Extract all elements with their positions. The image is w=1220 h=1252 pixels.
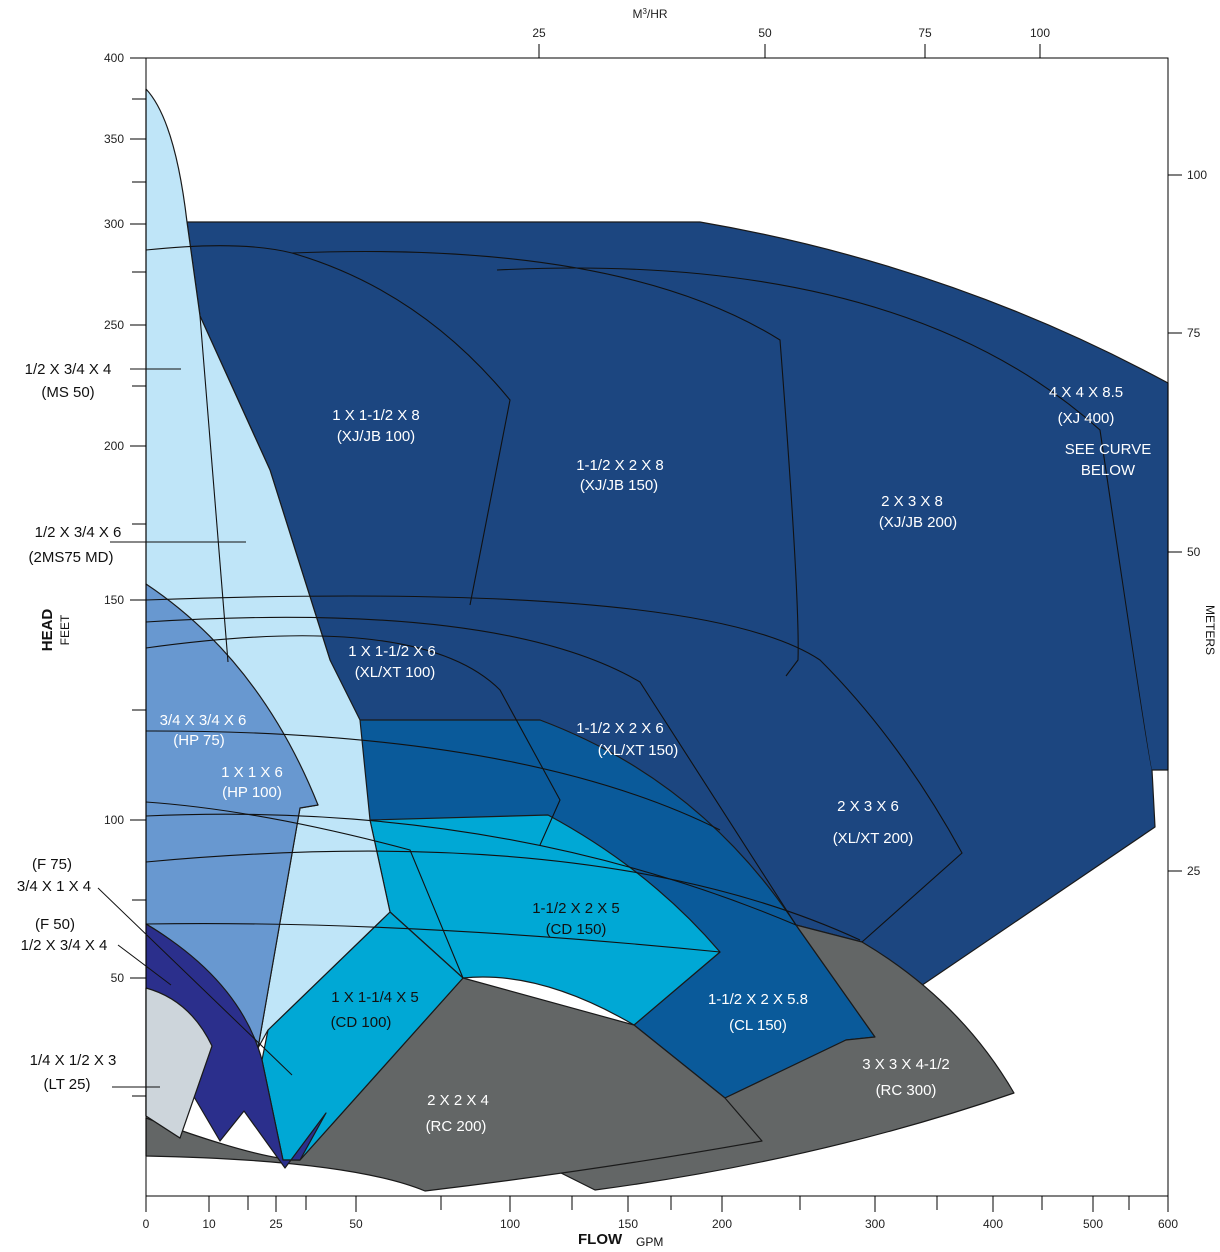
region-labels: 4 X 4 X 8.5 (XJ 400) SEE CURVE BELOW 2 X…	[160, 384, 1152, 1135]
label-ms50-size: 1/2 X 3/4 X 4	[25, 361, 112, 378]
label-4x4x8.5: 4 X 4 X 8.5	[1049, 384, 1123, 401]
label-1x1.5x6: 1 X 1-1/2 X 6	[348, 643, 436, 660]
label-below: BELOW	[1081, 462, 1136, 479]
y-tick-label: 200	[104, 439, 124, 453]
top-axis-label: M3/HR	[632, 7, 667, 21]
y-axis-label: HEAD	[39, 609, 56, 652]
label-lt25-size: 1/4 X 1/2 X 3	[30, 1052, 117, 1069]
region-rc200	[145, 977, 763, 1192]
label-ms50: (MS 50)	[41, 384, 94, 401]
label-xjjb200: (XJ/JB 200)	[879, 514, 957, 531]
label-1x1.25x5: 1 X 1-1/4 X 5	[331, 989, 419, 1006]
label-xjjb100: (XJ/JB 100)	[337, 428, 415, 445]
x-tick-label: 150	[618, 1217, 638, 1231]
region-lt	[145, 987, 213, 1139]
label-hp100: (HP 100)	[222, 784, 282, 801]
top-tick-label: 25	[532, 26, 546, 40]
right-tick-label: 100	[1187, 168, 1207, 182]
label-rc300: (RC 300)	[876, 1082, 937, 1099]
y-tick-label: 100	[104, 813, 124, 827]
label-1.5x2x5: 1-1/2 X 2 X 5	[532, 900, 620, 917]
label-2x3x6: 2 X 3 X 6	[837, 798, 899, 815]
label-f50-size: 1/2 X 3/4 X 4	[21, 937, 108, 954]
y-tick-label: 250	[104, 318, 124, 332]
plot-frame	[145, 57, 1169, 1197]
label-f75-size: 3/4 X 1 X 4	[17, 878, 91, 895]
x-tick-label: 300	[865, 1217, 885, 1231]
outside-labels: 1/2 X 3/4 X 4 (MS 50) 1/2 X 3/4 X 6 (2MS…	[17, 361, 293, 1093]
leader-f50	[117, 944, 172, 986]
top-axis-ticks: 25 50 75 100	[532, 26, 1050, 58]
label-xj400: (XJ 400)	[1058, 410, 1115, 427]
x-tick-label: 50	[349, 1217, 363, 1231]
region-f-series	[145, 923, 327, 1169]
y-axis-ticks: 400 350 300 250 200 150 100 50	[104, 51, 146, 1097]
label-cd150: (CD 150)	[546, 921, 607, 938]
x-tick-label: 10	[202, 1217, 216, 1231]
label-2ms75-size: 1/2 X 3/4 X 6	[35, 524, 122, 541]
x-tick-label: 500	[1083, 1217, 1103, 1231]
label-2ms75: (2MS75 MD)	[28, 549, 113, 566]
y-tick-label: 300	[104, 217, 124, 231]
leader-f75	[97, 887, 293, 1076]
y-tick-label: 150	[104, 593, 124, 607]
label-see-curve: SEE CURVE	[1065, 441, 1151, 458]
label-1.5x2x5.8: 1-1/2 X 2 X 5.8	[708, 991, 808, 1008]
x-tick-label: 100	[500, 1217, 520, 1231]
label-hp75: (HP 75)	[173, 732, 224, 749]
label-f50: (F 50)	[35, 916, 75, 933]
right-tick-label: 75	[1187, 326, 1201, 340]
label-cd100: (CD 100)	[331, 1014, 392, 1031]
x-axis-ticks: 0 10 25 50 100 150 200 300 400 500 600	[143, 1196, 1178, 1231]
x-tick-label: 600	[1158, 1217, 1178, 1231]
right-tick-label: 50	[1187, 545, 1201, 559]
x-axis-label: FLOW	[578, 1231, 623, 1248]
label-xlxt100: (XL/XT 100)	[355, 664, 436, 681]
right-axis-label: METERS	[1203, 605, 1217, 655]
label-rc200: (RC 200)	[426, 1118, 487, 1135]
curve-lines	[145, 245, 1153, 979]
label-1.5x2x8: 1-1/2 X 2 X 8	[576, 457, 664, 474]
label-1x1.5x8: 1 X 1-1/2 X 8	[332, 407, 420, 424]
coverage-regions	[145, 88, 1169, 1192]
y-tick-label: 350	[104, 132, 124, 146]
label-lt25: (LT 25)	[44, 1076, 91, 1093]
label-xlxt200: (XL/XT 200)	[833, 830, 914, 847]
x-tick-label: 0	[143, 1217, 150, 1231]
axes: 400 350 300 250 200 150 100 50 0 10 25 50 100 150 200…	[104, 26, 1207, 1231]
label-1x1x6: 1 X 1 X 6	[221, 764, 283, 781]
label-3x3x4.5: 3 X 3 X 4-1/2	[862, 1056, 950, 1073]
y-tick-label: 50	[111, 971, 125, 985]
right-tick-label: 25	[1187, 864, 1201, 878]
label-xjjb150: (XJ/JB 150)	[580, 477, 658, 494]
top-tick-label: 50	[758, 26, 772, 40]
label-1.5x2x6: 1-1/2 X 2 X 6	[576, 720, 664, 737]
top-tick-label: 100	[1030, 26, 1050, 40]
x-tick-label: 25	[269, 1217, 283, 1231]
label-3/4x3/4x6: 3/4 X 3/4 X 6	[160, 712, 247, 729]
label-xlxt150: (XL/XT 150)	[598, 742, 679, 759]
label-f75: (F 75)	[32, 856, 72, 873]
y-axis-unit: FEET	[58, 614, 72, 645]
x-tick-label: 400	[983, 1217, 1003, 1231]
label-2x3x8: 2 X 3 X 8	[881, 493, 943, 510]
x-axis-unit: GPM	[636, 1235, 663, 1249]
label-2x2x4: 2 X 2 X 4	[427, 1092, 489, 1109]
top-tick-label: 75	[918, 26, 932, 40]
y-tick-label: 400	[104, 51, 124, 65]
label-cl150: (CL 150)	[729, 1017, 787, 1034]
x-tick-label: 200	[712, 1217, 732, 1231]
right-axis-ticks: 100 75 50 25	[1168, 168, 1207, 878]
